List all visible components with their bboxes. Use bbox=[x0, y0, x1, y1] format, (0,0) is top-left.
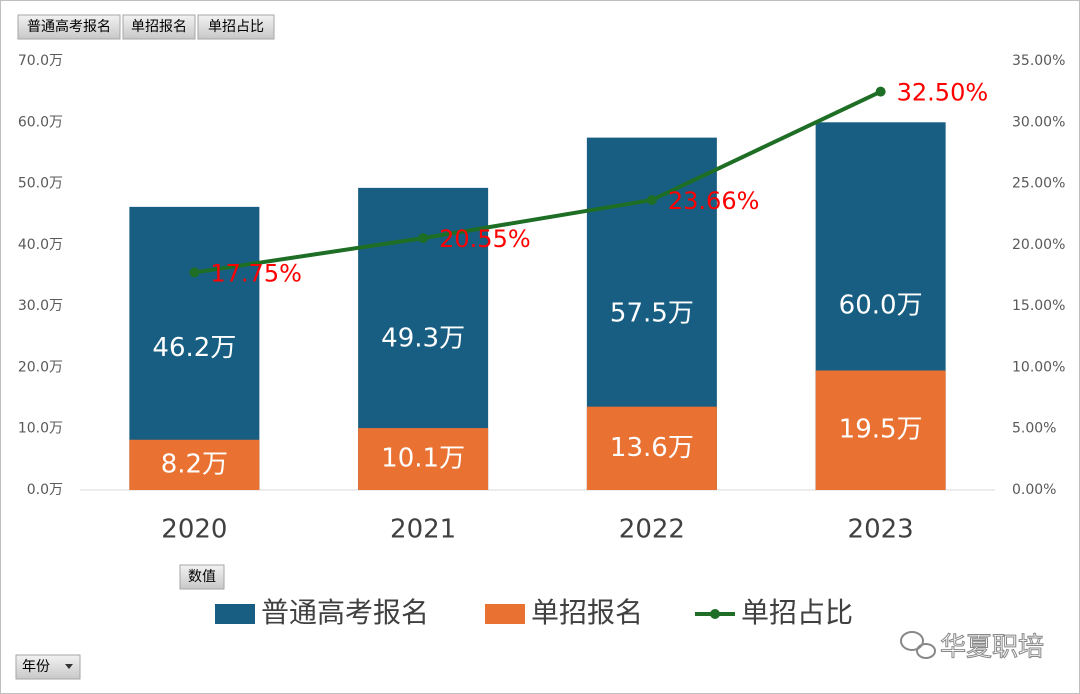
data-label: 8.2万 bbox=[161, 449, 228, 479]
legend-label: 单招报名 bbox=[531, 596, 643, 629]
data-label: 19.5万 bbox=[839, 415, 923, 445]
y-tick-label: 30.0万 bbox=[18, 298, 63, 314]
data-label: 13.6万 bbox=[610, 433, 694, 463]
line-point bbox=[875, 86, 886, 97]
data-label: 49.3万 bbox=[381, 323, 465, 353]
field-button-label: 普通高考报名 bbox=[27, 18, 111, 35]
bar bbox=[586, 406, 717, 490]
x-tick-label: 2020 bbox=[161, 515, 227, 545]
field-button[interactable] bbox=[122, 14, 196, 40]
y-tick-label: 0.0万 bbox=[27, 482, 63, 498]
x-tick-label: 2023 bbox=[848, 515, 914, 545]
y2-tick-label: 30.00% bbox=[1012, 114, 1065, 130]
legend-swatch bbox=[710, 609, 720, 619]
y-tick-label: 20.0万 bbox=[18, 359, 63, 375]
line-point bbox=[189, 267, 200, 278]
legend-swatch bbox=[485, 604, 525, 624]
y2-tick-label: 25.00% bbox=[1012, 176, 1065, 192]
y2-tick-label: 5.00% bbox=[1012, 421, 1056, 437]
data-label: 20.55% bbox=[439, 225, 531, 253]
x-tick-label: 2021 bbox=[390, 515, 456, 545]
watermark: 华夏职培 bbox=[940, 633, 1044, 663]
y2-tick-label: 15.00% bbox=[1012, 298, 1065, 314]
data-label: 17.75% bbox=[210, 259, 302, 287]
y2-tick-label: 20.00% bbox=[1012, 237, 1065, 253]
bar bbox=[358, 428, 489, 490]
data-label: 46.2万 bbox=[152, 333, 236, 363]
y-tick-label: 50.0万 bbox=[18, 176, 63, 192]
data-label: 10.1万 bbox=[381, 444, 465, 474]
line-point bbox=[418, 233, 429, 244]
line bbox=[194, 89, 882, 275]
legend-label: 普通高考报名 bbox=[261, 596, 429, 629]
field-button[interactable] bbox=[197, 14, 275, 40]
line-point bbox=[646, 194, 657, 205]
axis-button-label: 年份 bbox=[22, 659, 50, 675]
value-button[interactable] bbox=[179, 564, 225, 590]
data-label: 60.0万 bbox=[839, 291, 923, 321]
value-button-label: 数值 bbox=[188, 569, 216, 585]
y2-tick-label: 35.00% bbox=[1012, 53, 1065, 69]
y2-tick-label: 10.00% bbox=[1012, 359, 1065, 375]
bar bbox=[815, 370, 946, 490]
data-label: 23.66% bbox=[668, 187, 760, 215]
y-tick-label: 70.0万 bbox=[18, 53, 63, 69]
watermark-icon bbox=[900, 631, 936, 659]
y-tick-label: 60.0万 bbox=[18, 114, 63, 130]
field-button-label: 单招占比 bbox=[208, 19, 264, 35]
field-button[interactable] bbox=[17, 14, 121, 40]
legend-swatch bbox=[215, 604, 255, 624]
data-label: 57.5万 bbox=[610, 298, 694, 328]
y2-tick-label: 0.00% bbox=[1012, 482, 1056, 498]
bar bbox=[129, 439, 260, 490]
field-button-label: 单招报名 bbox=[131, 19, 187, 35]
x-tick-label: 2022 bbox=[619, 515, 685, 545]
dropdown-arrow bbox=[65, 664, 73, 669]
y-tick-label: 10.0万 bbox=[18, 421, 63, 437]
field-buttons: 普通高考报名 单招报名 单招占比 数值 年份 bbox=[15, 14, 275, 680]
data-label: 32.50% bbox=[897, 79, 989, 107]
y-tick-label: 40.0万 bbox=[18, 237, 63, 253]
legend-label: 单招占比 bbox=[741, 596, 853, 629]
